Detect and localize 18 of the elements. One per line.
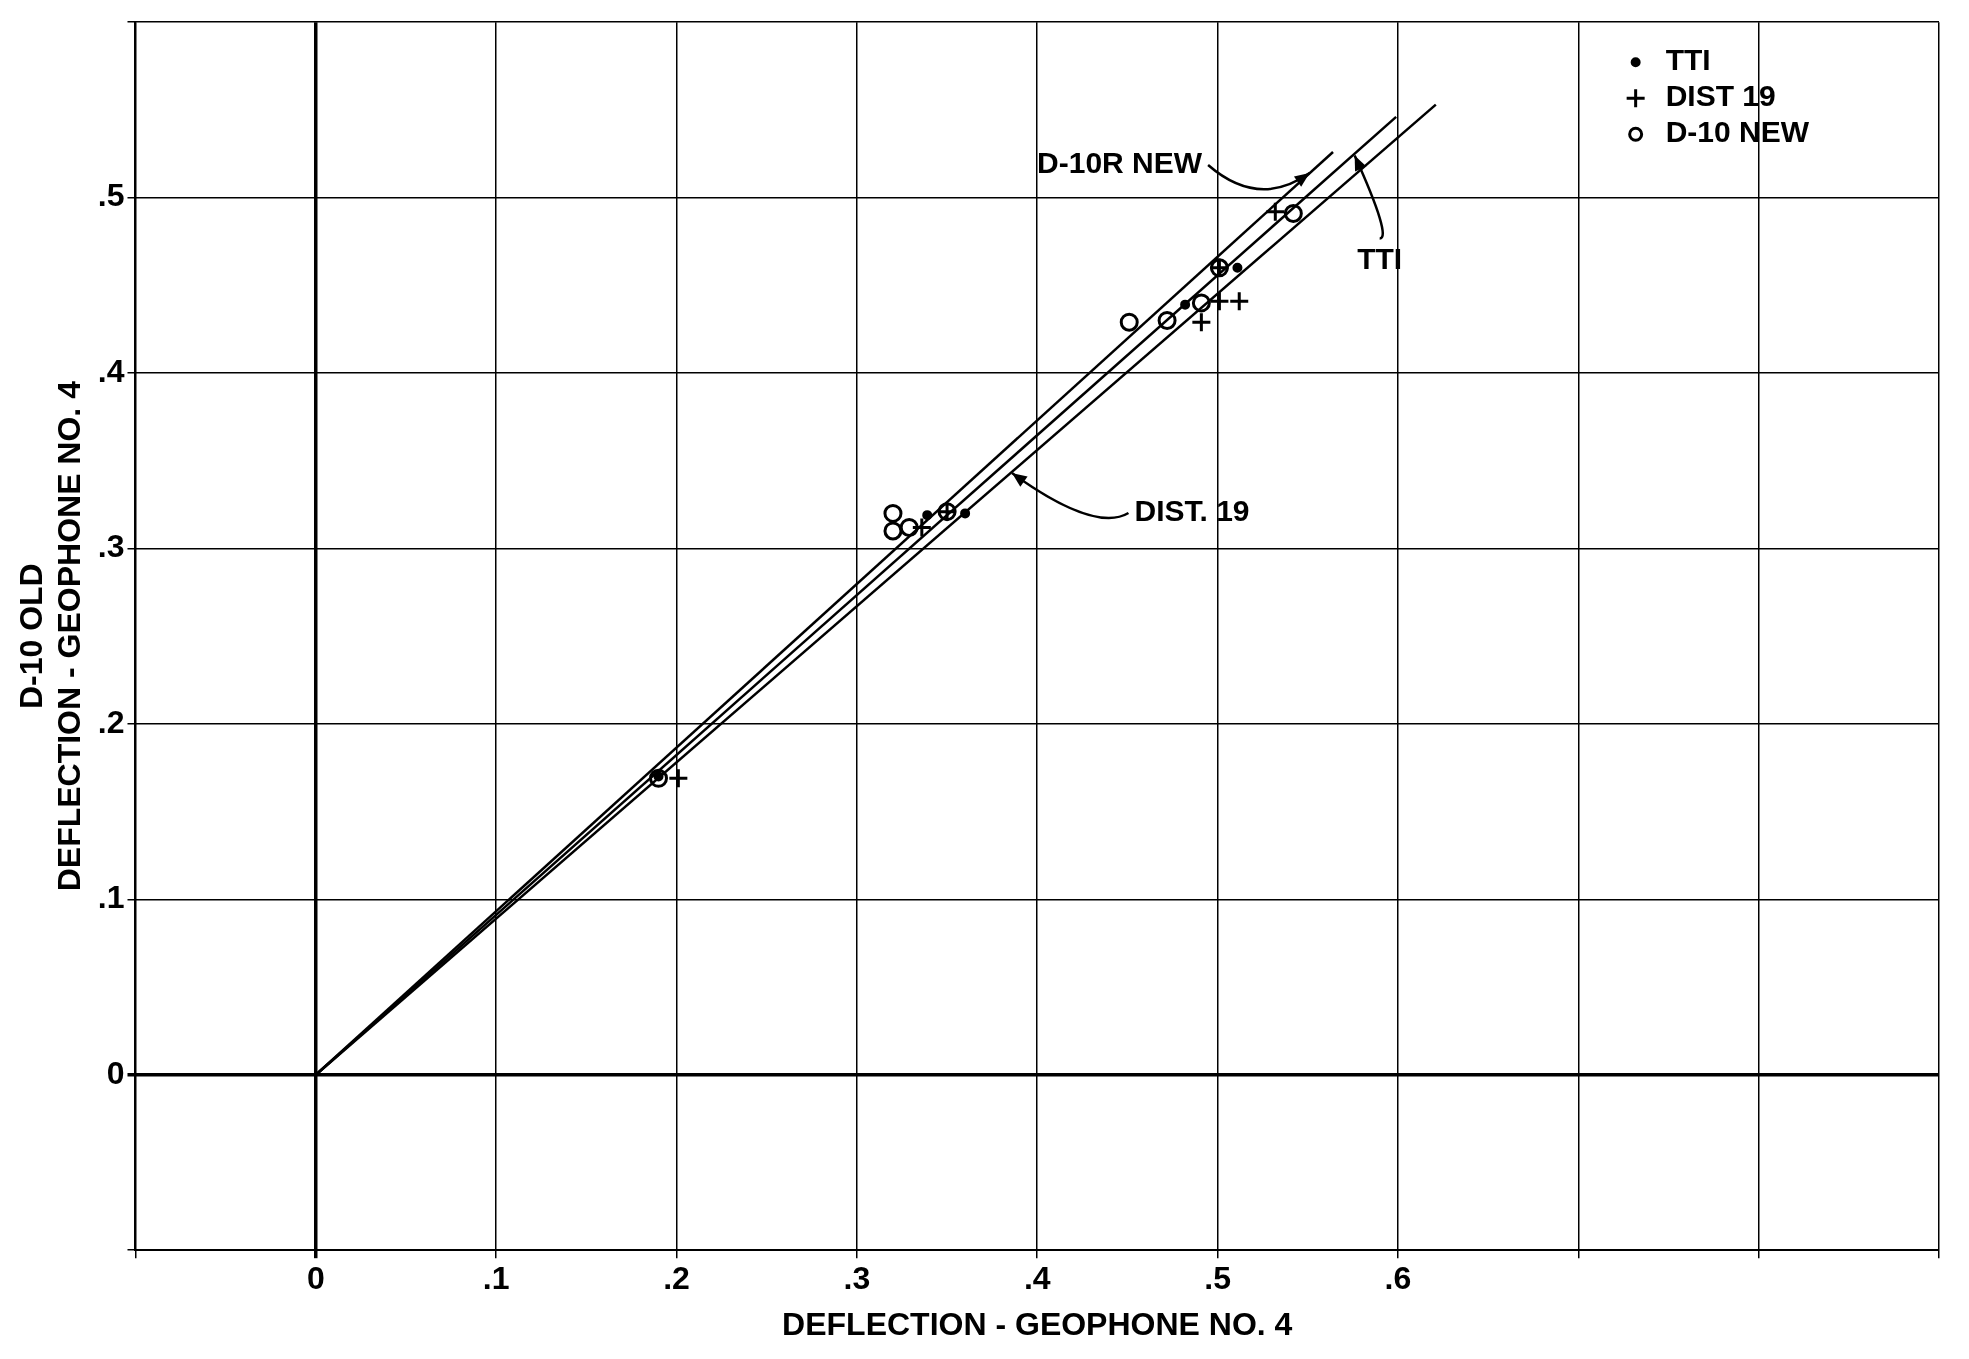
y-tick-label: .1	[97, 879, 125, 916]
x-tick-label: .5	[1204, 1260, 1231, 1297]
x-tick-label: .2	[663, 1260, 690, 1297]
y-tick-label: .4	[97, 352, 125, 389]
x-tick-label: .3	[843, 1260, 871, 1297]
x-tick-label: .4	[1023, 1260, 1051, 1297]
y-tick-label: .2	[97, 703, 125, 740]
y-tick-label: 0	[106, 1054, 125, 1091]
x-tick-label: .1	[482, 1260, 510, 1297]
x-axis-title: DEFLECTION - GEOPHONE NO. 4	[782, 1305, 1293, 1342]
annotation: D-10R NEW	[1037, 146, 1203, 180]
annotation: DIST. 19	[1134, 494, 1250, 528]
y-tick-label: .3	[97, 528, 125, 565]
x-tick-label: .6	[1384, 1260, 1412, 1297]
y-tick-label: .5	[97, 177, 125, 214]
legend-label: TTI	[1665, 43, 1711, 77]
y-axis-title: D-10 OLD DEFLECTION - GEOPHONE NO. 4	[13, 380, 88, 892]
x-tick-label: 0	[306, 1260, 325, 1297]
